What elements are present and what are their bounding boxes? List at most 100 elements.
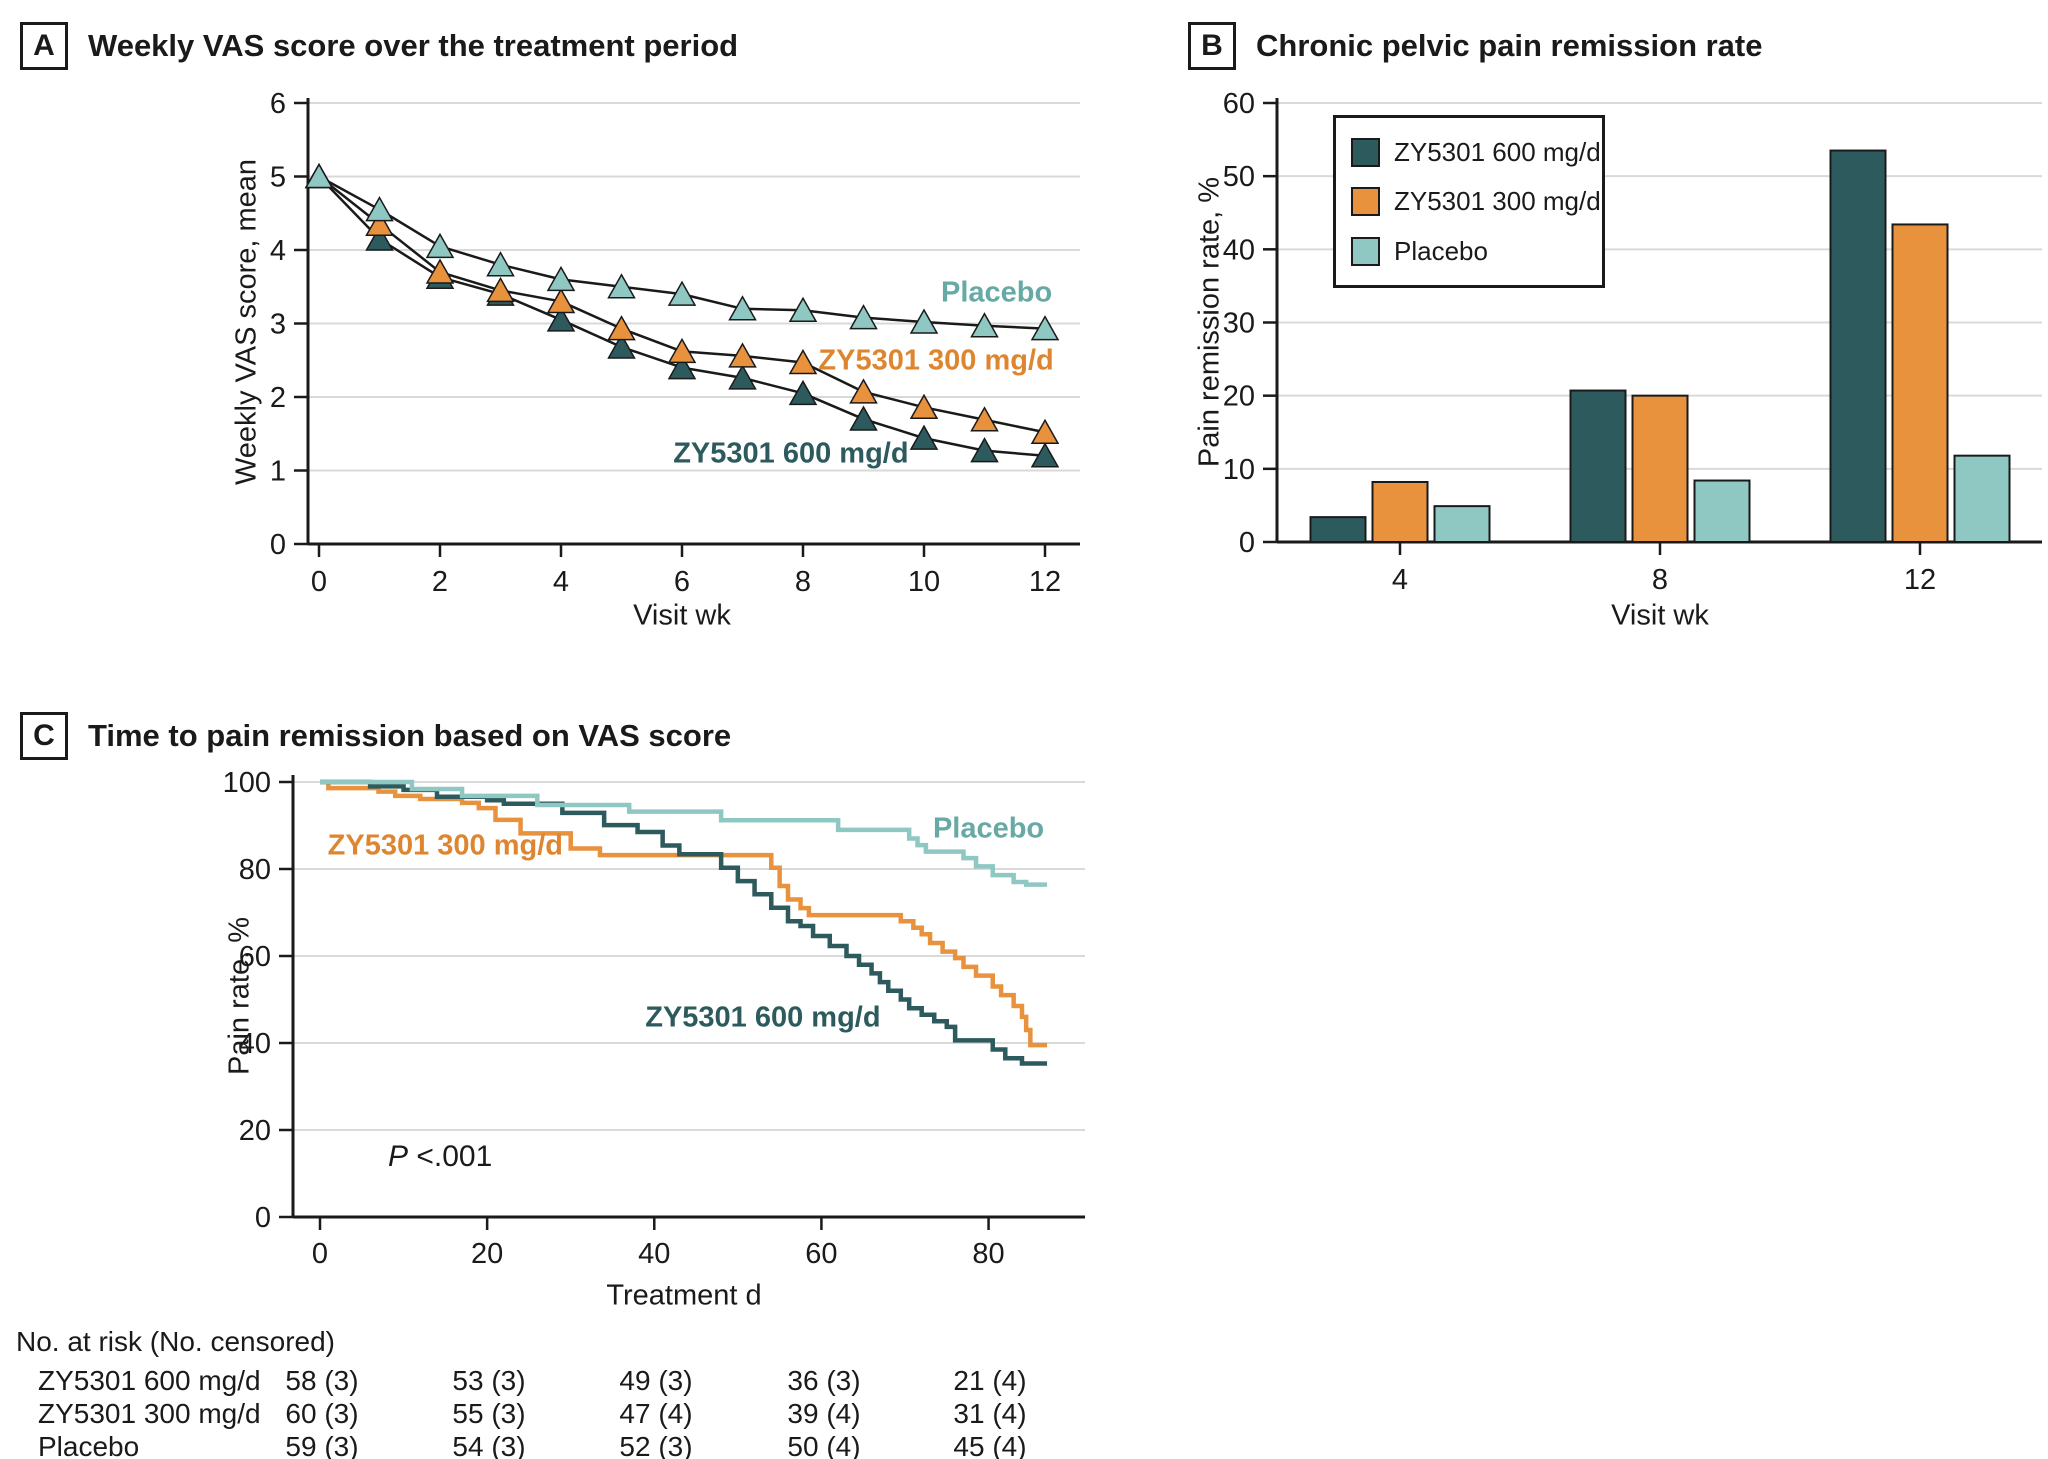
y-tick-label: 40 [1223, 234, 1255, 266]
x-tick-label: 20 [471, 1238, 503, 1270]
marker-placebo [546, 265, 576, 292]
bar-zy5301-600-mg-d-wk4 [1309, 516, 1367, 544]
p-value-symbol: P [388, 1140, 409, 1173]
risk-value: 49 (3) [619, 1365, 693, 1396]
risk-value: 31 (4) [953, 1398, 1027, 1429]
risk-value: 47 (4) [619, 1398, 693, 1429]
y-tick-label: 0 [270, 529, 286, 561]
y-tick-label: 0 [1239, 527, 1255, 559]
marker-placebo [425, 232, 455, 259]
marker-placebo [667, 280, 697, 306]
y-tick-label: 60 [239, 941, 271, 973]
marker-placebo [849, 304, 878, 330]
y-tick-label: 1 [270, 456, 286, 488]
risk-value: 50 (4) [787, 1431, 861, 1459]
marker-placebo [788, 296, 818, 323]
risk-row-label-zy5301-300-mg-d: ZY5301 300 mg/d [38, 1398, 261, 1429]
marker-placebo [365, 196, 394, 222]
risk-value: 54 (3) [452, 1431, 526, 1459]
panel-b-graphics: 0 10 20 30 40 50 60 4 8 12 [1223, 88, 2042, 596]
series-label-zy5301-600-mg-d: ZY5301 600 mg/d [673, 437, 909, 470]
risk-value: 60 (3) [285, 1398, 359, 1429]
panel-a-title: Weekly VAS score over the treatment peri… [88, 28, 739, 63]
bar-zy5301-300-mg-d-wk4 [1371, 481, 1429, 543]
marker-zy5301-300-mg-d [728, 342, 757, 368]
panel-a-ylabel: Weekly VAS score, mean [230, 158, 263, 486]
risk-value: 58 (3) [285, 1365, 359, 1396]
marker-zy5301-600-mg-d [607, 333, 636, 359]
marker-zy5301-300-mg-d [546, 287, 576, 314]
x-tick-label: 2 [432, 566, 448, 598]
legend-swatch-zy5301-600-mg-d [1351, 137, 1380, 167]
panel-c-header: C Time to pain remission based on VAS sc… [20, 712, 731, 760]
y-tick-label: 60 [1223, 88, 1255, 120]
x-tick-label: 40 [638, 1238, 670, 1270]
marker-placebo [970, 312, 999, 338]
marker-zy5301-600-mg-d [788, 379, 818, 406]
marker-placebo [304, 162, 334, 189]
legend-item-zy5301-300-mg-d: ZY5301 300 mg/d [1351, 186, 1602, 217]
x-tick-label: 12 [1904, 564, 1936, 596]
marker-zy5301-300-mg-d [365, 210, 394, 237]
legend-box: ZY5301 600 mg/d ZY5301 300 mg/d Placebo [1333, 115, 1605, 288]
marker-zy5301-300-mg-d [788, 348, 818, 375]
legend-swatch-zy5301-300-mg-d [1351, 187, 1380, 216]
risk-value: 59 (3) [285, 1431, 359, 1459]
km-curve-zy5301-300-mg-d [320, 779, 1048, 1048]
km-curve-placebo [320, 779, 1048, 887]
marker-zy5301-300-mg-d [970, 406, 999, 432]
risk-value: 39 (4) [787, 1398, 861, 1429]
marker-zy5301-600-mg-d [970, 437, 999, 463]
risk-row-label-placebo: Placebo [38, 1431, 140, 1459]
marker-placebo [1030, 315, 1060, 341]
bar-zy5301-600-mg-d-wk12 [1829, 149, 1887, 543]
panel-b-letter-badge: B [1188, 22, 1236, 70]
marker-zy5301-600-mg-d [1030, 442, 1060, 468]
risk-value: 45 (4) [953, 1431, 1027, 1459]
risk-value: 52 (3) [619, 1431, 693, 1459]
bar-zy5301-300-mg-d-wk8 [1631, 394, 1689, 543]
risk-value: 53 (3) [452, 1365, 526, 1396]
marker-zy5301-300-mg-d [1030, 418, 1060, 445]
x-tick-label: 4 [553, 566, 569, 598]
panel-a-letter-badge: A [20, 22, 68, 70]
bar-zy5301-600-mg-d-wk8 [1569, 389, 1627, 543]
x-tick-label: 8 [795, 566, 811, 598]
bar-placebo-wk12 [1953, 454, 2011, 543]
panel-c-xlabel: Treatment d [606, 1279, 762, 1312]
panel-c-title: Time to pain remission based on VAS scor… [88, 718, 732, 753]
x-tick-label: 12 [1029, 566, 1061, 598]
marker-zy5301-300-mg-d [425, 258, 455, 284]
y-tick-label: 100 [223, 767, 271, 799]
series-label-placebo: Placebo [940, 276, 1053, 309]
marker-zy5301-600-mg-d [909, 424, 939, 450]
marker-zy5301-600-mg-d [728, 364, 757, 390]
legend-item-placebo: Placebo [1351, 236, 1602, 267]
x-tick-label: 10 [908, 566, 940, 598]
y-tick-label: 2 [270, 382, 286, 414]
y-tick-label: 10 [1223, 454, 1255, 486]
series-label-zy5301-300-mg-d: ZY5301 300 mg/d [327, 829, 564, 862]
panel-c-ylabel: Pain rate, % [223, 917, 256, 1075]
x-tick-label: 60 [805, 1238, 837, 1270]
x-tick-label: 6 [674, 566, 690, 598]
panel-c-letter-badge: C [20, 712, 68, 760]
marker-zy5301-600-mg-d [667, 354, 697, 380]
x-tick-label: 80 [972, 1238, 1004, 1270]
x-tick-label: 4 [1392, 564, 1408, 596]
y-tick-label: 80 [239, 854, 271, 886]
risk-row-label-zy5301-600-mg-d: ZY5301 600 mg/d [38, 1365, 261, 1396]
legend-item-zy5301-600-mg-d: ZY5301 600 mg/d [1351, 137, 1602, 168]
marker-zy5301-300-mg-d [849, 378, 878, 404]
p-value-annotation: P <.001 [388, 1140, 492, 1174]
risk-value: 36 (3) [787, 1365, 861, 1396]
marker-zy5301-300-mg-d [909, 393, 939, 420]
series-label-placebo: Placebo [932, 812, 1045, 845]
marker-zy5301-600-mg-d [849, 405, 878, 431]
y-tick-label: 30 [1223, 307, 1255, 339]
y-tick-label: 4 [270, 235, 286, 267]
x-tick-label: 8 [1652, 564, 1668, 596]
panel-c-graphics: 0 20 40 60 80 100 0 20 40 60 80 [223, 767, 1085, 1270]
